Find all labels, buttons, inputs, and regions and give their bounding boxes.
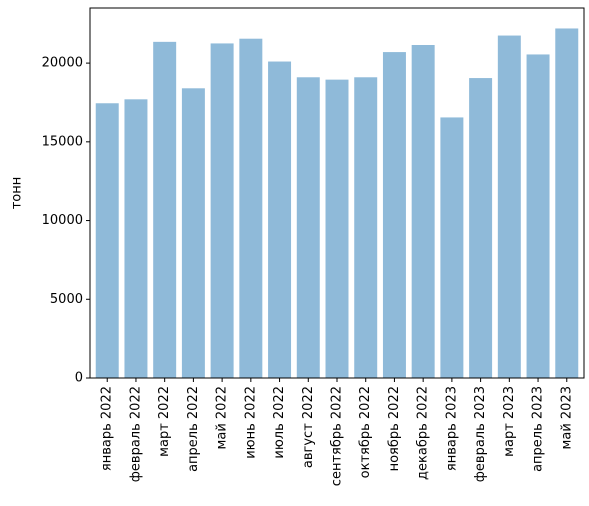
bar-12 xyxy=(440,117,463,378)
y-tick-label-4: 20000 xyxy=(42,56,83,71)
bar-16 xyxy=(555,28,578,378)
x-tick-label-15: апрель 2023 xyxy=(531,386,546,472)
bar-5 xyxy=(239,39,262,378)
y-axis-ticks: 0 5000 10000 15000 20000 xyxy=(42,56,90,386)
y-tick-label-3: 15000 xyxy=(42,134,83,149)
bar-14 xyxy=(498,36,521,378)
x-tick-label-11: декабрь 2022 xyxy=(416,386,431,480)
bars-group xyxy=(96,28,579,378)
bar-1 xyxy=(124,99,147,378)
x-tick-label-16: май 2023 xyxy=(559,386,574,449)
y-tick-label-2: 10000 xyxy=(42,213,83,228)
bar-3 xyxy=(182,88,205,378)
x-tick-label-3: апрель 2022 xyxy=(186,386,201,472)
x-axis-ticks: январь 2022 февраль 2022 март 2022 апрель 2… xyxy=(100,378,575,486)
y-tick-label-1: 5000 xyxy=(50,292,83,307)
x-tick-label-7: август 2022 xyxy=(301,386,316,468)
x-tick-label-9: октябрь 2022 xyxy=(358,386,373,478)
bar-7 xyxy=(297,77,320,378)
x-tick-label-6: июль 2022 xyxy=(272,386,287,459)
x-tick-label-2: март 2022 xyxy=(157,386,172,457)
x-tick-label-1: февраль 2022 xyxy=(128,386,143,482)
bar-9 xyxy=(354,77,377,378)
x-tick-label-0: январь 2022 xyxy=(100,386,115,471)
bar-4 xyxy=(211,43,234,378)
bar-2 xyxy=(153,42,176,378)
x-tick-label-12: январь 2023 xyxy=(444,386,459,471)
y-axis-label: тонн xyxy=(10,177,25,210)
y-tick-label-0: 0 xyxy=(75,371,83,386)
bar-6 xyxy=(268,62,291,378)
bar-8 xyxy=(326,80,349,378)
x-tick-label-10: ноябрь 2022 xyxy=(387,386,402,471)
bar-0 xyxy=(96,103,119,378)
x-tick-label-4: май 2022 xyxy=(215,386,230,449)
x-tick-label-14: март 2023 xyxy=(502,386,517,457)
x-tick-label-5: июнь 2022 xyxy=(243,386,258,459)
bar-13 xyxy=(469,78,492,378)
x-tick-label-8: сентябрь 2022 xyxy=(330,386,345,486)
bar-15 xyxy=(527,54,550,378)
x-tick-label-13: февраль 2023 xyxy=(473,386,488,482)
bar-11 xyxy=(412,45,435,378)
bar-10 xyxy=(383,52,406,378)
